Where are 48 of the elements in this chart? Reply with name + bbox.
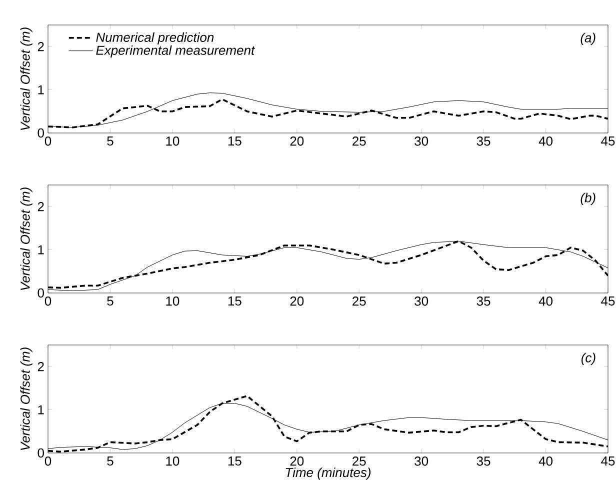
x-tick-label: 35 <box>476 296 490 306</box>
x-tick-label: 30 <box>414 456 428 466</box>
x-tick-label: 15 <box>228 456 242 466</box>
x-tick-label: 10 <box>166 136 180 146</box>
x-tick-label: 40 <box>538 296 552 306</box>
x-tick-label: 30 <box>414 136 428 146</box>
x-tick-label: 25 <box>352 456 366 466</box>
x-tick-label: 35 <box>476 456 490 466</box>
annotation: (c) <box>582 352 596 365</box>
x-tick-label: 0 <box>44 456 52 466</box>
x-axis-title: Time (minutes) <box>286 468 370 480</box>
x-tick-label: 40 <box>538 456 552 466</box>
x-tick-label: 10 <box>166 456 180 466</box>
x-tick-label: 15 <box>228 296 242 306</box>
y-tick-label: 1 <box>38 405 44 414</box>
x-tick-label: 35 <box>476 136 490 146</box>
x-tick-label: 10 <box>166 296 180 306</box>
y-tick-label: 2 <box>38 362 44 372</box>
x-tick-label: 15 <box>228 136 242 146</box>
x-tick-label: 20 <box>290 456 304 466</box>
y-tick-label: 0 <box>38 128 44 138</box>
x-tick-label: 25 <box>352 296 366 306</box>
x-tick-label: 0 <box>44 296 52 306</box>
y-tick-label: 0 <box>38 288 44 298</box>
x-tick-label: 5 <box>107 456 114 466</box>
x-tick-label: 30 <box>414 296 428 306</box>
x-tick-label: 25 <box>352 136 366 146</box>
x-tick-label: 5 <box>107 136 114 146</box>
annotation: (a) <box>580 32 596 45</box>
y-tick-label: 0 <box>38 448 44 458</box>
annotation: (b) <box>580 192 596 205</box>
y-axis-title: Vertical Offset (m) <box>20 188 32 290</box>
y-tick-label: 1 <box>38 85 44 94</box>
y-axis-title: Vertical Offset (m) <box>20 28 32 130</box>
x-tick-label: 45 <box>601 136 615 146</box>
x-tick-label: 5 <box>107 296 114 306</box>
x-tick-label: 45 <box>601 296 615 306</box>
legend-label: Experimental measurement <box>96 45 256 58</box>
legend-label: Numerical prediction <box>96 32 214 45</box>
x-tick-label: 0 <box>44 136 52 146</box>
x-tick-label: 20 <box>290 136 304 146</box>
x-tick-label: 45 <box>601 456 615 466</box>
x-tick-label: 20 <box>290 296 304 306</box>
y-tick-label: 2 <box>38 42 44 52</box>
y-tick-label: 2 <box>38 202 44 212</box>
y-axis-title: Vertical Offset (m) <box>20 348 32 450</box>
x-tick-label: 40 <box>538 136 552 146</box>
y-tick-label: 1 <box>38 245 44 254</box>
